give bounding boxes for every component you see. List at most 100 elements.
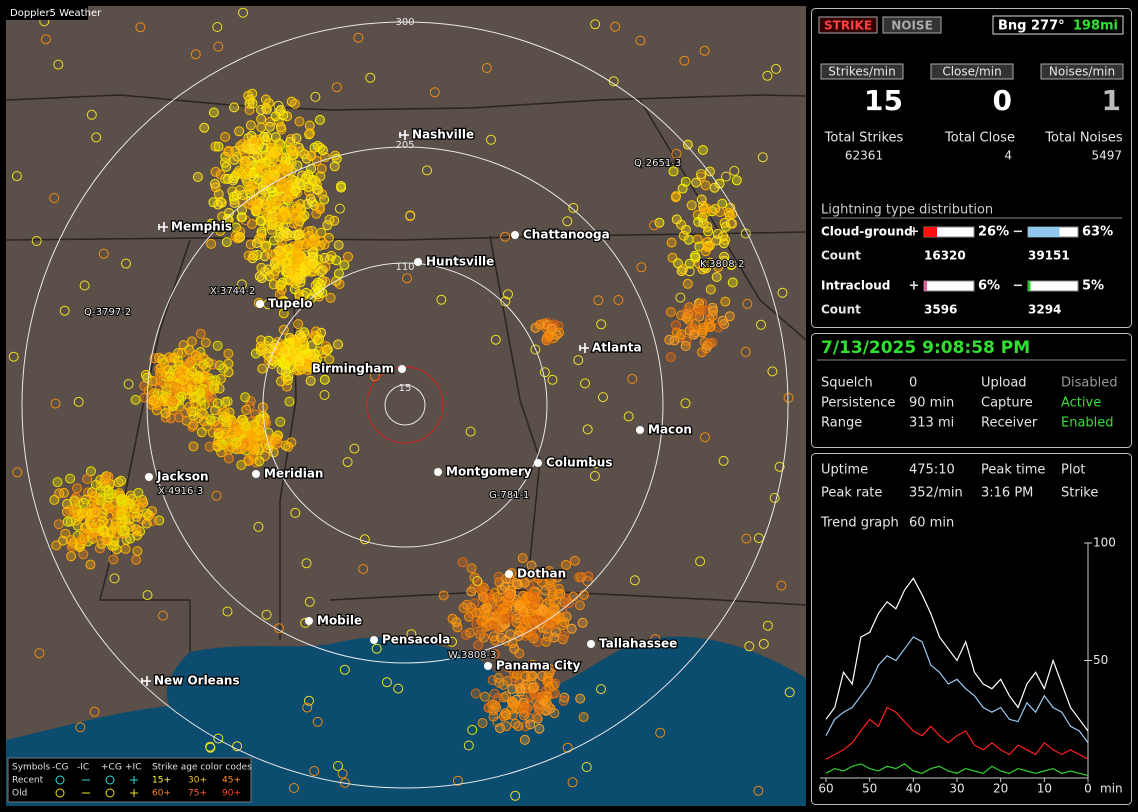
strike-symbol: [718, 238, 729, 249]
station-label: G-781-1: [489, 490, 529, 501]
x-tick-label: 30: [949, 782, 964, 796]
y-tick-label: 50: [1093, 653, 1108, 667]
strike-symbol: [518, 606, 529, 617]
strike-symbol: [223, 348, 234, 359]
map[interactable]: 300 205 110 15 Nashville Memphis Chattanooga H…: [6, 6, 806, 806]
strike-symbol: [697, 325, 708, 336]
strike-symbol: [697, 145, 708, 155]
strike-symbol: [245, 239, 256, 250]
strike-symbol: [315, 279, 326, 290]
strike-symbol: [700, 246, 711, 257]
strike-symbol: [321, 341, 331, 352]
strike-symbol: [132, 546, 143, 557]
strike-symbol: [269, 169, 279, 180]
strike-symbol: [306, 150, 317, 161]
rate-value: 1: [1102, 84, 1121, 117]
strike-symbol: [74, 542, 85, 552]
strike-symbol: [196, 395, 207, 406]
strike-symbol: [206, 218, 217, 229]
strike-symbol: [78, 497, 89, 508]
strike-symbol: [210, 141, 221, 152]
state-line: [6, 94, 806, 111]
strike-symbol: [62, 498, 72, 509]
strike-symbol: [256, 122, 267, 133]
strike-symbol: [243, 132, 254, 143]
strike-symbol: [219, 427, 230, 438]
strike-symbol: [574, 600, 585, 611]
strike-symbol: [269, 258, 280, 268]
strike-symbol: [147, 506, 157, 517]
strike-symbol: [167, 396, 178, 407]
strike-symbol: [282, 228, 292, 239]
strike-symbol: [666, 237, 677, 248]
strike-symbol: [188, 420, 199, 430]
x-tick-label: 40: [906, 782, 921, 796]
strike-symbol: [517, 553, 528, 564]
strike-symbol: [317, 145, 328, 156]
strike-symbol: [700, 207, 711, 218]
strike-symbol: [85, 559, 96, 570]
strike-symbol: [301, 266, 312, 277]
strike-symbol: [167, 381, 178, 392]
legend-age: 15+: [152, 776, 171, 786]
strike-symbol: [175, 359, 186, 370]
strike-symbol: [690, 252, 701, 263]
strike-symbol: [519, 595, 530, 606]
strike-symbol: [280, 165, 291, 175]
strike-symbol: [208, 197, 219, 208]
strike-symbol: [533, 703, 544, 714]
strike-symbol: [256, 273, 267, 284]
strike-symbol: [241, 404, 252, 415]
strike-symbol: [526, 560, 537, 571]
strike-symbol: [578, 590, 589, 600]
strike-symbol: [481, 592, 492, 603]
city-label: Birmingham: [312, 362, 394, 376]
city-label: Meridian: [264, 467, 323, 481]
strike-symbol: [200, 337, 211, 348]
strike-symbol: [466, 602, 476, 613]
strike-symbol: [213, 199, 224, 210]
city-label: Nashville: [412, 128, 474, 142]
strike-symbol: [473, 640, 484, 650]
total-label: Total Noises: [1044, 131, 1123, 146]
strike-symbol: [317, 236, 327, 247]
sign: +: [909, 225, 920, 240]
strike-symbol: [477, 591, 488, 602]
setting-text: Enabled: [1061, 416, 1114, 431]
strike-symbol: [223, 358, 234, 369]
strike-symbol: [287, 145, 298, 156]
strike-symbol: [507, 684, 518, 695]
strike-symbol: [333, 240, 344, 251]
strike-symbol: [671, 320, 681, 331]
strike-symbol: [270, 132, 281, 143]
strike-symbol: [264, 121, 275, 132]
pct-label: 6%: [978, 279, 1000, 294]
strike-symbol: [268, 279, 279, 290]
strike-symbol: [451, 617, 462, 628]
strike-symbol: [62, 516, 73, 527]
city-label: Montgomery: [446, 465, 532, 479]
strike-symbol: [280, 367, 291, 377]
strike-symbol: [696, 194, 707, 205]
strike-symbol: [324, 214, 335, 225]
strike-symbol: [243, 250, 254, 261]
strike-symbol: [51, 540, 62, 551]
legend-type: +CG: [101, 763, 122, 773]
pct-bar-frame: [1027, 280, 1079, 292]
strike-symbol: [205, 414, 216, 425]
strike-symbol: [86, 466, 96, 477]
strike-symbol: [325, 292, 336, 303]
strike-symbol: [285, 266, 296, 276]
x-axis-label: min: [1100, 782, 1123, 796]
strike-symbol: [195, 372, 206, 383]
strike-symbol: [186, 336, 197, 347]
strike-symbol: [221, 161, 232, 172]
strike-symbol: [284, 338, 295, 348]
total-value: 4: [1004, 149, 1012, 163]
stat-text: 352/min: [909, 486, 963, 501]
strike-symbol: [110, 517, 121, 528]
strike-symbol: [315, 171, 326, 182]
strike-symbol: [301, 171, 312, 182]
strike-symbol: [305, 375, 316, 386]
strike-symbol: [537, 604, 548, 615]
